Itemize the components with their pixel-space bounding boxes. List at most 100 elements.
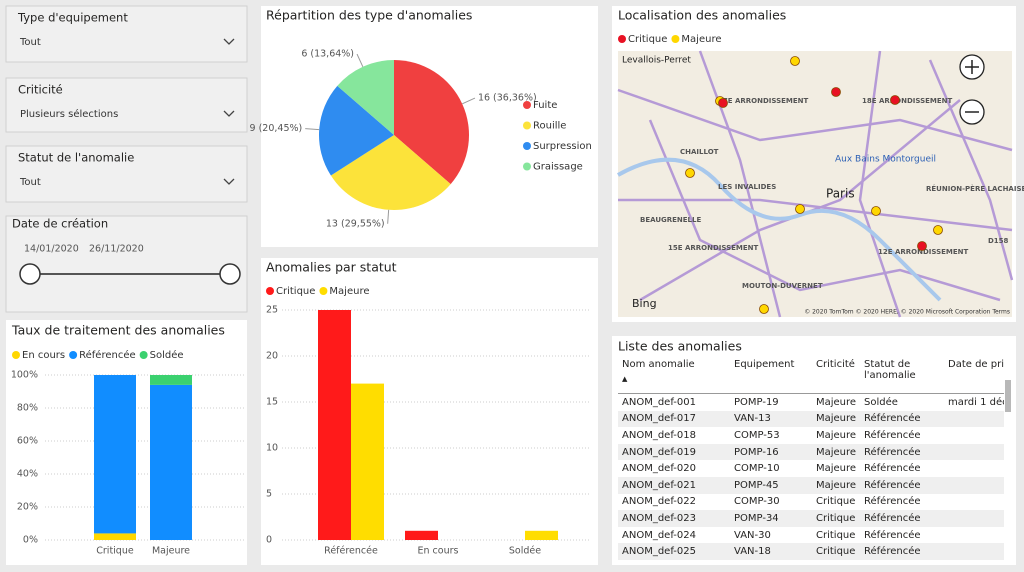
column-header: Equipement: [730, 356, 812, 394]
filter-value: Tout: [19, 37, 41, 48]
legend-label: Majeure: [681, 34, 721, 45]
table-cell: [944, 476, 1004, 494]
map-label: Aux Bains Montorgueil: [835, 155, 936, 165]
table-cell: Majeure: [812, 476, 860, 494]
table-cell: [944, 460, 1004, 477]
map-marker: [917, 241, 927, 251]
table-cell: Critique: [816, 496, 856, 508]
chart-title: Anomalies par statut: [266, 260, 397, 275]
legend-label: Critique: [276, 286, 315, 297]
filter-value: Tout: [19, 177, 41, 188]
table-cell: [944, 494, 1004, 511]
legend-marker: [69, 351, 78, 359]
date-end: 26/11/2020: [89, 244, 144, 255]
slider-handle[interactable]: [19, 263, 41, 285]
bar: [318, 310, 351, 540]
legend-marker: [319, 287, 328, 295]
map-label: 12E ARRONDISSEMENT: [878, 248, 969, 256]
leader-line: [387, 209, 390, 224]
map-road: [617, 88, 1013, 152]
chart-title: Taux de traitement des anomalies: [11, 323, 225, 338]
table-cell: Critique: [812, 543, 860, 560]
map-road: [858, 50, 902, 318]
table-cell: Référencée: [860, 443, 944, 461]
table-cell: COMP-10: [734, 463, 780, 475]
bar: [405, 530, 438, 540]
table-cell: Référencée: [860, 510, 944, 527]
pie-slice: [319, 85, 394, 176]
y-tick-label: 20%: [17, 502, 38, 513]
filter-title: Criticité: [18, 83, 63, 97]
leader-line: [305, 128, 320, 131]
bar-segment: [150, 384, 192, 540]
table-title: Liste des anomalies: [618, 339, 742, 354]
y-tick-label: 15: [266, 397, 278, 408]
table-cell: ANOM_def-025: [618, 543, 730, 560]
bar-segment: [94, 375, 136, 534]
table-cell: COMP-53: [734, 429, 780, 441]
map-label: 15E ARRONDISSEMENT: [668, 244, 759, 252]
table-cell: [944, 543, 1004, 560]
table-cell: [944, 510, 1004, 527]
map-marker: [759, 304, 769, 314]
table-cell: POMP-34: [730, 510, 812, 527]
chart-title: Répartition des type d'anomalies: [266, 8, 472, 23]
filter-panel[interactable]: [5, 5, 248, 63]
date-start: 14/01/2020: [24, 244, 79, 255]
table-cell: mardi 1 déc: [948, 396, 1004, 408]
y-tick-label: 5: [266, 489, 272, 500]
map-label: D158: [988, 237, 1009, 245]
bar-segment: [150, 375, 192, 385]
dropdown-chevron: [223, 38, 235, 45]
table-cell: ANOM_def-024: [622, 529, 696, 541]
legend-label: Soldée: [150, 349, 184, 361]
filter-value: Plusieurs sélections: [20, 108, 118, 120]
filter-panel[interactable]: [5, 145, 248, 203]
data-table: Nom anomalie ▲ Equipement Criticité Statut d…: [618, 356, 1004, 560]
y-tick-label: 60%: [17, 436, 38, 447]
table: Nom anomalie ▲ Equipement Criticité Statut d…: [618, 356, 1004, 562]
slider-handle[interactable]: [219, 263, 241, 285]
filter-panel[interactable]: [5, 77, 248, 133]
table-cell: Critique: [816, 529, 856, 541]
map-marker: [871, 206, 881, 216]
table-row: ANOM_def-019 POMP-16 Majeure Référencée: [618, 443, 1004, 461]
table-cell: Référencée: [864, 496, 921, 508]
map-road: [618, 198, 1013, 232]
map-marker: [831, 87, 841, 97]
column-header: Nom anomalie ▲: [618, 356, 730, 394]
table-row: ANOM_def-021 POMP-45 Majeure Référencée: [618, 476, 1004, 494]
filter-title: Statut de l'anomalie: [18, 151, 134, 165]
table-cell: Soldée: [864, 396, 898, 408]
legend-label: En cours: [22, 350, 65, 361]
table-cell: Majeure: [816, 396, 857, 408]
legend-label: Fuite: [533, 100, 557, 111]
table-cell: POMP-19: [734, 396, 779, 408]
data-label: 13 (29,55%): [326, 218, 385, 229]
map-road: [928, 59, 1014, 281]
dropdown-chevron: [223, 178, 235, 185]
table-cell: Référencée: [864, 429, 921, 441]
date-filter-title: Date de création: [12, 217, 108, 231]
legend-marker: [618, 35, 626, 43]
legend-marker: [523, 162, 531, 171]
leader-line: [462, 97, 476, 105]
date-panel: [5, 215, 248, 313]
x-tick-label: Soldée: [509, 546, 541, 557]
legend-marker: [266, 287, 274, 295]
x-tick-label: Critique: [96, 546, 134, 557]
column-header: Date de prise: [944, 356, 1004, 394]
table-cell: Majeure: [812, 443, 860, 461]
map-marker: [933, 225, 943, 235]
table-cell: Majeure: [816, 463, 857, 475]
table-cell: ANOM_def-020: [622, 463, 696, 475]
bar-segment: [94, 533, 136, 540]
table-row: ANOM_def-022 COMP-30 Critique Référencée: [618, 494, 1004, 511]
legend-label: Référencée: [79, 349, 136, 361]
legend-marker: [523, 142, 531, 150]
column-header: Statut de l'anomalie: [860, 356, 944, 394]
legend-label: Majeure: [329, 286, 369, 297]
y-tick-label: 100%: [11, 370, 38, 381]
table-cell: ANOM_def-001: [622, 396, 696, 408]
